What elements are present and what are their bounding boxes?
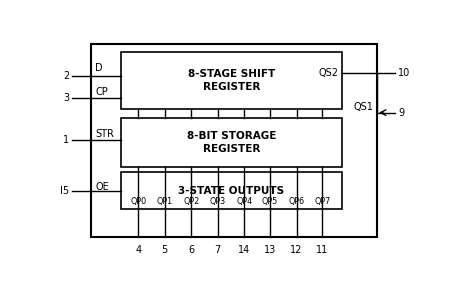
Text: REGISTER: REGISTER: [203, 144, 260, 154]
Text: QP7: QP7: [314, 197, 330, 206]
Text: 3-STATE OUTPUTS: 3-STATE OUTPUTS: [179, 186, 284, 196]
Text: 10: 10: [398, 68, 410, 78]
Text: 8-BIT STORAGE: 8-BIT STORAGE: [187, 131, 276, 141]
Text: QP3: QP3: [210, 197, 226, 206]
Text: QS1: QS1: [354, 102, 373, 112]
Text: 12: 12: [290, 245, 303, 255]
Text: 7: 7: [215, 245, 221, 255]
Text: 4: 4: [135, 245, 141, 255]
Text: QP6: QP6: [288, 197, 305, 206]
Text: QS2: QS2: [319, 68, 339, 78]
Text: 9: 9: [398, 108, 404, 118]
Text: CP: CP: [95, 87, 108, 97]
Text: QP1: QP1: [157, 197, 173, 206]
Text: 5: 5: [162, 245, 168, 255]
Text: 6: 6: [188, 245, 194, 255]
Text: 3: 3: [63, 93, 69, 103]
Text: 14: 14: [238, 245, 250, 255]
Text: QP2: QP2: [183, 197, 199, 206]
Text: QP5: QP5: [262, 197, 278, 206]
Bar: [121, 172, 342, 209]
Text: 8-STAGE SHIFT: 8-STAGE SHIFT: [188, 69, 275, 79]
Text: REGISTER: REGISTER: [203, 82, 260, 92]
Text: 13: 13: [264, 245, 276, 255]
Text: STR: STR: [95, 129, 114, 139]
Text: QP4: QP4: [236, 197, 252, 206]
Bar: [121, 52, 342, 109]
Bar: [91, 44, 377, 237]
Text: 1: 1: [63, 135, 69, 145]
Text: 11: 11: [316, 245, 328, 255]
Text: I5: I5: [60, 186, 69, 196]
Text: D: D: [95, 63, 103, 73]
Text: 2: 2: [63, 70, 69, 81]
Text: OE: OE: [95, 182, 109, 192]
Bar: [121, 118, 342, 166]
Text: QP0: QP0: [130, 197, 146, 206]
